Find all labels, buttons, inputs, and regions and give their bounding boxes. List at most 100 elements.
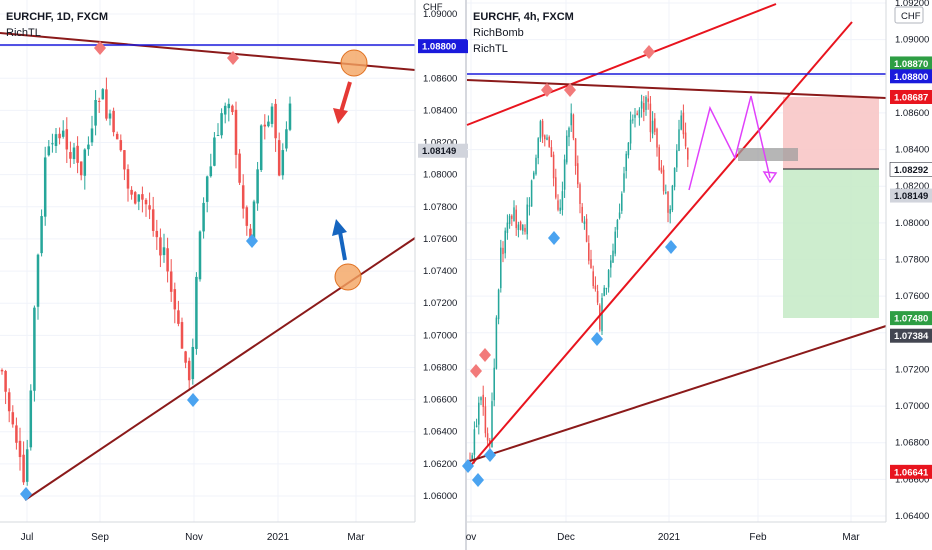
- left-indicator-label: RichTL: [6, 27, 41, 39]
- candle-body: [629, 119, 632, 144]
- projection-path: [688, 95, 771, 191]
- y-tick-label: 1.08000: [423, 170, 457, 181]
- right-channel-lower-line: [466, 21, 853, 471]
- price-badge: [418, 39, 468, 54]
- x-tick-label: 2021: [658, 532, 681, 543]
- y-tick-label: 1.07600: [895, 291, 929, 302]
- pivot-low-marker: [187, 393, 199, 407]
- right-currency-label[interactable]: CHF: [901, 11, 921, 22]
- candle-body: [583, 221, 586, 224]
- right-pivot-markers: [462, 45, 677, 487]
- candle-body: [649, 103, 652, 133]
- candle-body: [669, 209, 671, 214]
- candle-body: [25, 449, 29, 482]
- candle-body: [676, 150, 678, 168]
- candle-body: [198, 231, 202, 280]
- pivot-high-marker: [564, 83, 576, 97]
- candle-body: [667, 191, 669, 213]
- y-tick-label: 1.08400: [895, 145, 929, 156]
- candle-body: [76, 145, 79, 163]
- candle-body: [11, 412, 15, 425]
- price-badge: [890, 188, 932, 203]
- candle-body: [513, 207, 515, 222]
- candle-body: [471, 455, 473, 460]
- y-tick-label: 1.09200: [895, 0, 929, 9]
- candle-body: [15, 425, 18, 443]
- candle-body: [665, 192, 667, 194]
- price-badge: [890, 69, 932, 84]
- candle-body: [522, 225, 524, 231]
- candle-body: [535, 157, 537, 175]
- candle-body: [493, 367, 495, 401]
- candle-body: [544, 135, 546, 140]
- pivot-high-marker: [541, 83, 553, 97]
- candle-body: [141, 194, 144, 200]
- y-tick-label: 1.08200: [423, 138, 457, 149]
- candle-body: [550, 147, 553, 157]
- price-badge-label: 1.06641: [894, 467, 929, 478]
- candle-body: [274, 103, 277, 139]
- candle-body: [22, 454, 25, 483]
- candle-body: [555, 177, 557, 198]
- price-badge: [890, 328, 932, 343]
- pivot-low-marker: [20, 487, 32, 501]
- right-indicator-label-1: RichBomb: [473, 27, 524, 39]
- candle-body: [574, 138, 577, 167]
- candle-body: [151, 209, 155, 231]
- candle-body: [267, 121, 270, 127]
- price-badge-label: 1.08149: [422, 146, 456, 157]
- x-tick-label: Nov: [185, 532, 203, 543]
- right-support-trendline: [466, 325, 887, 463]
- candle-body: [654, 118, 656, 132]
- candle-body: [528, 205, 531, 207]
- x-tick-label: Dec: [557, 532, 575, 543]
- candle-body: [636, 113, 638, 116]
- candle-body: [687, 147, 689, 160]
- candle-body: [511, 215, 513, 219]
- right-resistance-trendline: [466, 79, 887, 99]
- candle-body: [566, 135, 568, 163]
- candle-body: [643, 103, 645, 113]
- candle-body: [621, 193, 623, 211]
- y-tick-label: 1.06800: [895, 438, 929, 449]
- y-tick-label: 1.07800: [423, 202, 457, 213]
- pivot-low-marker: [665, 240, 677, 254]
- candle-body: [112, 110, 115, 133]
- candle-body: [623, 173, 625, 192]
- candle-body: [572, 114, 575, 139]
- candle-body: [603, 287, 605, 296]
- candle-body: [625, 153, 627, 171]
- candle-body: [495, 317, 498, 369]
- candle-body: [607, 270, 610, 288]
- candle-body: [249, 228, 252, 239]
- candle-body: [548, 136, 550, 147]
- candle-body: [69, 152, 72, 159]
- candle-body: [601, 297, 603, 332]
- candle-body: [660, 167, 663, 173]
- price-badge: [890, 311, 932, 326]
- candle-body: [671, 185, 674, 211]
- y-tick-label: 1.07800: [895, 255, 929, 266]
- candle-body: [288, 103, 292, 130]
- candle-body: [594, 285, 597, 290]
- y-tick-label: 1.06200: [423, 459, 457, 470]
- pivot-high-marker: [479, 348, 491, 362]
- candle-body: [259, 125, 263, 171]
- candle-body: [36, 254, 40, 307]
- candle-body: [486, 433, 489, 441]
- candle-body: [541, 120, 544, 137]
- candle-body: [590, 259, 592, 269]
- left-chart-title: EURCHF, 1D, FXCM: [6, 11, 108, 23]
- candle-body: [162, 247, 166, 256]
- candle-body: [216, 135, 220, 137]
- candle-body: [592, 271, 594, 287]
- candle-body: [169, 271, 173, 292]
- candle-body: [234, 109, 238, 155]
- candle-body: [4, 370, 7, 392]
- candle-body: [277, 140, 281, 176]
- candle-body: [58, 133, 61, 139]
- candle-body: [484, 406, 487, 434]
- candle-body: [101, 89, 105, 100]
- left-currency-label: CHF: [423, 2, 443, 13]
